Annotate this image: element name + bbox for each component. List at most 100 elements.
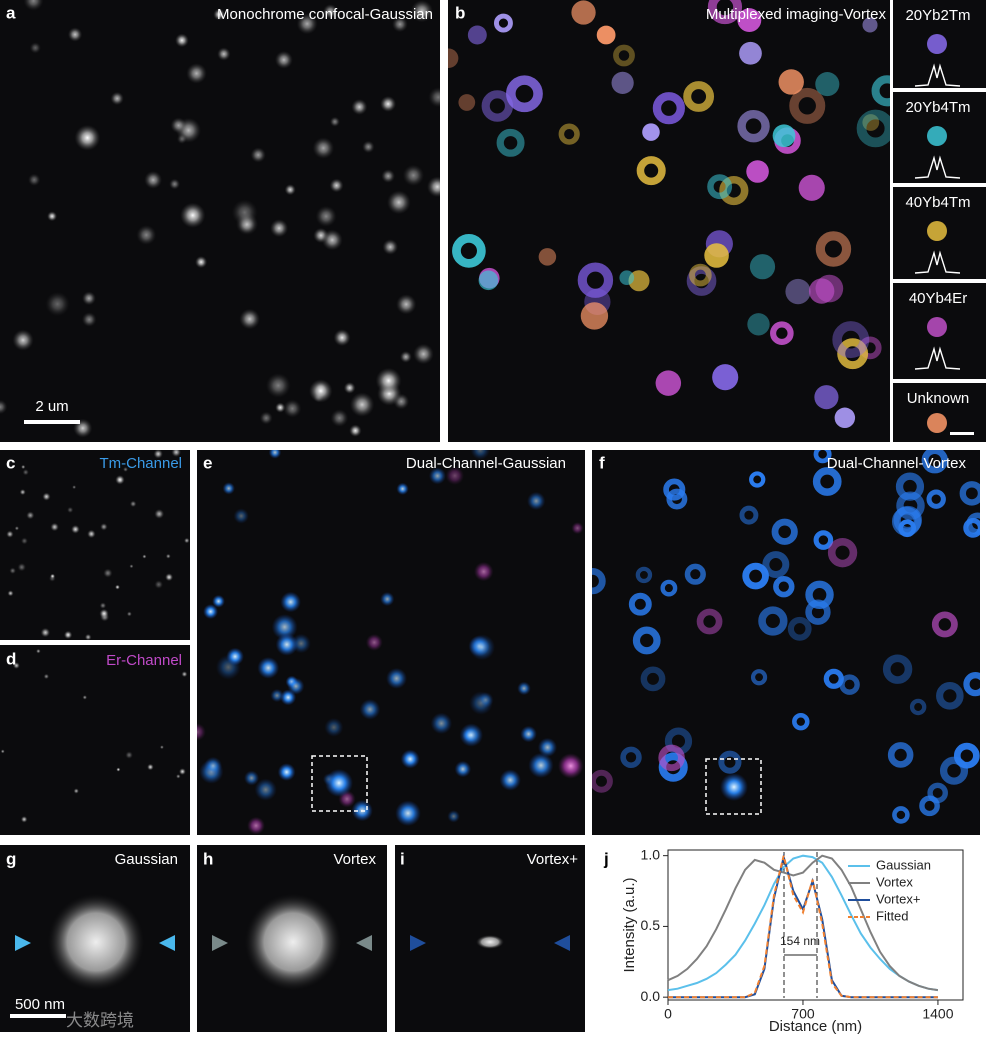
particle <box>927 317 947 337</box>
particle <box>386 667 408 689</box>
series-line <box>668 855 938 999</box>
particle <box>382 239 399 255</box>
particle <box>895 472 925 501</box>
particle <box>704 243 729 268</box>
particle <box>882 654 913 684</box>
particle <box>123 466 129 472</box>
particle <box>9 567 17 575</box>
panel-letter: b <box>455 3 465 22</box>
panel-letter: f <box>599 453 605 472</box>
particle <box>789 87 826 124</box>
particle <box>222 482 235 495</box>
x-tick-label: 0 <box>664 1006 672 1022</box>
particle <box>712 364 739 391</box>
particle <box>284 184 296 196</box>
particle <box>592 567 606 595</box>
side-label: 40Yb4Tm <box>905 194 970 211</box>
particle <box>154 580 164 589</box>
particle <box>909 698 927 716</box>
particle <box>324 717 344 737</box>
particle <box>6 530 14 538</box>
panel-title: Er-Channel <box>106 652 182 669</box>
particle <box>159 745 164 750</box>
particle <box>660 579 678 597</box>
particle <box>891 506 922 537</box>
particle <box>0 749 5 754</box>
particle <box>747 313 770 336</box>
profile-curve <box>914 250 961 274</box>
particle <box>454 760 472 778</box>
particle <box>640 666 666 692</box>
image <box>245 894 341 990</box>
particle <box>115 584 120 590</box>
blob <box>476 935 504 949</box>
particle <box>82 695 88 700</box>
panel-title: Dual-Channel-Gaussian <box>406 455 566 472</box>
x-tick-label: 700 <box>791 1006 815 1022</box>
particle <box>72 485 77 490</box>
particle <box>36 648 41 654</box>
particle <box>283 399 302 418</box>
particle <box>892 806 910 824</box>
particle <box>396 482 409 495</box>
particle <box>837 338 869 370</box>
particle <box>271 614 298 640</box>
particle <box>447 810 460 823</box>
panel-title: Multiplexed imaging-Vortex <box>706 6 887 23</box>
scale-bar <box>950 432 974 435</box>
particle <box>203 604 219 620</box>
particle <box>778 69 804 95</box>
particle <box>746 160 769 183</box>
particle <box>67 27 83 42</box>
particle <box>428 467 446 485</box>
line-chart: 0 700 1400 0.0 0.5 1.0 Distance (nm) Intensity … <box>621 846 964 1035</box>
particle <box>750 669 768 686</box>
arrowhead <box>554 935 570 951</box>
particle <box>477 692 494 708</box>
particle <box>785 278 811 305</box>
particle <box>413 343 434 365</box>
particle <box>20 537 28 545</box>
particle <box>144 170 163 189</box>
particle <box>250 147 266 163</box>
particle <box>333 329 351 347</box>
particle <box>26 511 35 520</box>
particle <box>195 255 208 269</box>
particle <box>770 321 794 346</box>
particle <box>571 0 596 25</box>
particle <box>666 488 688 510</box>
image <box>0 648 188 823</box>
image-background <box>0 645 190 835</box>
panel-title: Vortex+ <box>527 851 579 868</box>
particle <box>798 174 825 201</box>
particle <box>362 140 375 154</box>
particle <box>927 413 947 433</box>
particle <box>718 750 742 774</box>
particle <box>683 81 715 112</box>
particle <box>325 769 353 797</box>
particle <box>99 602 107 609</box>
particle <box>171 450 182 458</box>
particle <box>71 524 80 534</box>
labels: a Monochrome confocal-Gaussian 2 um b Mu… <box>6 3 966 1031</box>
particle <box>257 656 280 679</box>
particle <box>628 592 652 616</box>
particle <box>395 800 421 827</box>
side-label: 20Yb4Tm <box>905 99 970 116</box>
image <box>914 34 961 87</box>
particle <box>749 254 776 280</box>
particle <box>380 591 395 607</box>
particle <box>125 751 134 759</box>
particle <box>719 175 749 206</box>
panel-letter: a <box>6 3 16 22</box>
arrowhead <box>356 935 372 951</box>
particle <box>375 367 402 394</box>
image <box>197 450 584 835</box>
particle <box>321 229 343 251</box>
particle <box>527 491 546 511</box>
particle <box>40 627 51 638</box>
particle <box>592 769 613 793</box>
particle <box>936 682 964 710</box>
particle <box>619 270 635 286</box>
particle <box>365 633 383 651</box>
